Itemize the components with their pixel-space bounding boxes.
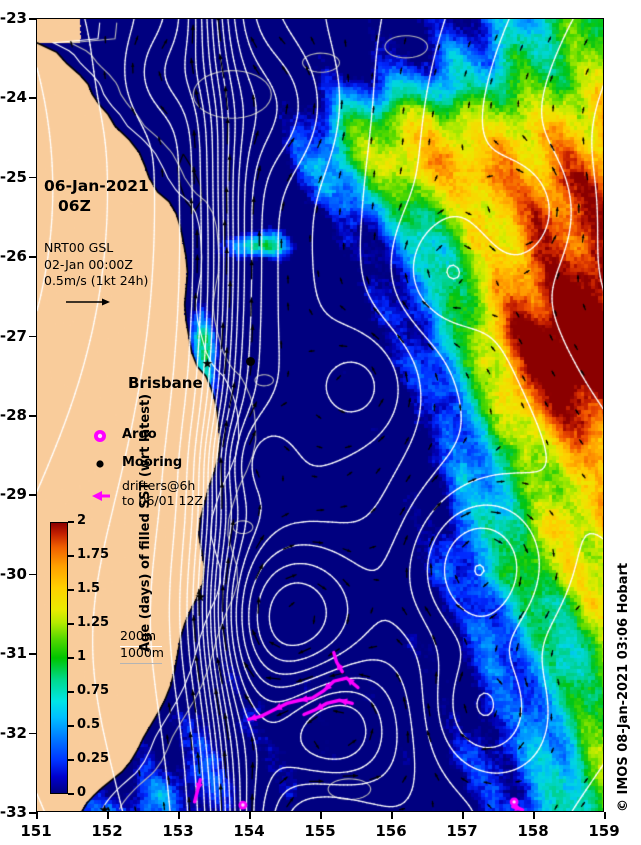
colorbar-tick-mark xyxy=(68,657,74,659)
y-tick-label: -25 xyxy=(0,167,27,186)
x-tick-label: 153 xyxy=(162,822,194,840)
valid-date-line1: 06-Jan-2021 xyxy=(44,177,149,195)
colorbar-tick-mark xyxy=(68,725,74,727)
x-tick-mark xyxy=(178,812,180,819)
y-tick-mark xyxy=(29,812,37,814)
mooring-icon xyxy=(96,460,104,468)
x-tick-label: 157 xyxy=(446,822,478,840)
x-tick-mark xyxy=(107,812,109,819)
currents-overlay xyxy=(37,19,603,811)
y-tick-label: -31 xyxy=(0,644,27,663)
x-tick-label: 156 xyxy=(375,822,407,840)
x-tick-mark xyxy=(249,812,251,819)
colorbar-tick-label: 0.25 xyxy=(77,751,110,766)
x-tick-label: 151 xyxy=(20,822,52,840)
y-tick-mark xyxy=(29,494,37,496)
model-info-label: NRT00 GSL 02-Jan 00:00Z 0.5m/s (1kt 24h) xyxy=(44,240,148,290)
y-tick-mark xyxy=(29,18,37,20)
x-tick-label: 152 xyxy=(91,822,123,840)
colorbar-tick-label: 2 xyxy=(77,513,87,528)
colorbar-tick-label: 1.75 xyxy=(77,547,110,562)
velocity-scale-arrow-icon xyxy=(66,298,110,306)
colorbar-gradient xyxy=(50,522,68,794)
colorbar-tick-label: 1 xyxy=(77,649,87,664)
valid-date-line2: 06Z xyxy=(58,197,91,215)
y-tick-label: -23 xyxy=(0,9,27,27)
y-tick-mark xyxy=(29,335,37,338)
colorbar-tick-label: 1.25 xyxy=(77,615,110,630)
map-plot-area xyxy=(36,18,604,812)
x-tick-label: 159 xyxy=(588,822,620,840)
y-tick-mark xyxy=(29,653,37,655)
colorbar-tick-mark xyxy=(68,759,74,761)
y-tick-label: -27 xyxy=(0,326,27,345)
drifter-arrow-icon xyxy=(92,491,110,501)
colorbar-tick-mark xyxy=(68,555,74,557)
y-tick-label: -26 xyxy=(0,247,27,266)
y-tick-mark xyxy=(29,573,37,576)
model-init-time: 02-Jan 00:00Z xyxy=(44,256,133,272)
colorbar-tick-mark xyxy=(68,691,74,693)
bathy-1000m-label: 1000m xyxy=(120,645,164,660)
y-tick-mark xyxy=(29,256,37,258)
bathymetry-legend: 200m 1000m xyxy=(120,627,164,661)
bathy-200m-line-sample xyxy=(120,646,162,648)
colorbar-tick-mark xyxy=(68,589,74,591)
y-tick-label: -30 xyxy=(0,564,27,583)
legend-label-argo: Argo xyxy=(122,427,157,442)
legend-label-drifters: drifters@6h to 06/01 12Z xyxy=(122,478,203,508)
colorbar-tick-mark xyxy=(68,623,74,625)
colorbar-tick-mark xyxy=(68,793,74,795)
y-tick-mark xyxy=(29,97,37,99)
argo-icon xyxy=(94,430,106,442)
bathy-200m-label: 200m xyxy=(120,628,157,643)
y-tick-mark xyxy=(29,176,37,179)
x-tick-mark xyxy=(604,812,606,819)
y-tick-label: -24 xyxy=(0,88,27,107)
model-name: NRT00 GSL xyxy=(44,240,114,255)
x-tick-label: 158 xyxy=(517,822,549,840)
velocity-scale-text: 0.5m/s (1kt 24h) xyxy=(44,273,149,288)
colorbar-tick-label: 1.5 xyxy=(77,581,101,596)
x-tick-label: 155 xyxy=(304,822,336,840)
brisbane-marker xyxy=(246,357,255,366)
y-tick-mark xyxy=(29,415,37,417)
x-tick-mark xyxy=(36,812,38,819)
legend-label-mooring: Mooring xyxy=(122,455,183,470)
valid-date-label: 06-Jan-2021 06Z xyxy=(44,176,149,216)
colorbar-tick-mark xyxy=(68,521,74,523)
colorbar-title: Age (days) of filled SST (wrt latest) xyxy=(138,393,153,652)
bathy-1000m-line-sample xyxy=(120,663,162,665)
x-tick-mark xyxy=(533,812,535,819)
y-tick-mark xyxy=(29,732,37,735)
colorbar-tick-label: 0.5 xyxy=(77,717,101,732)
credit-label: © IMOS 08-Jan-2021 03:06 Hobart xyxy=(616,562,631,812)
y-tick-label: -33 xyxy=(0,803,27,821)
y-tick-label: -28 xyxy=(0,406,27,424)
colorbar-tick-label: 0.75 xyxy=(77,683,110,698)
x-tick-mark xyxy=(391,812,393,819)
y-tick-label: -29 xyxy=(0,485,27,504)
x-tick-mark xyxy=(462,812,464,819)
y-tick-label: -32 xyxy=(0,723,27,742)
brisbane-label: Brisbane xyxy=(128,374,203,392)
x-tick-mark xyxy=(320,812,322,819)
colorbar-tick-label: 0 xyxy=(77,785,87,800)
x-tick-label: 154 xyxy=(233,822,265,840)
